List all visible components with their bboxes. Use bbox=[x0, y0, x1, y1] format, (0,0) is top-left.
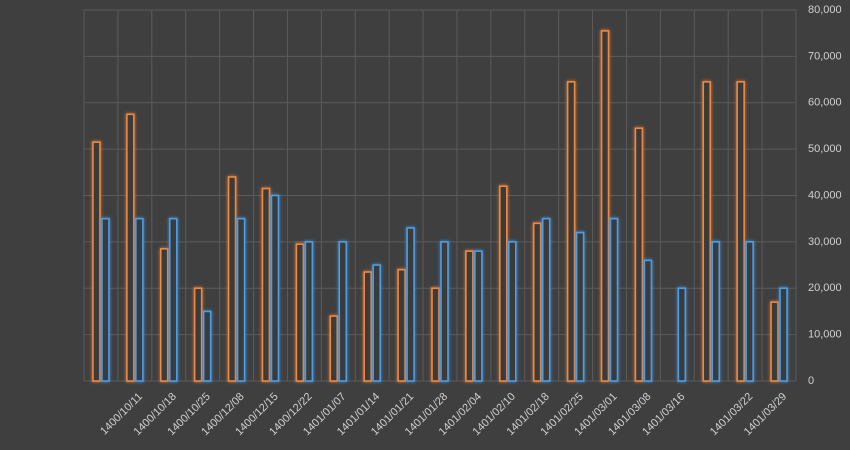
bar bbox=[372, 264, 381, 382]
bar bbox=[440, 241, 449, 382]
y-tick-label: 80,000 bbox=[808, 4, 842, 16]
bar bbox=[406, 227, 415, 382]
y-tick-label: 50,000 bbox=[808, 143, 842, 155]
bar bbox=[126, 113, 135, 382]
bar bbox=[338, 241, 348, 382]
bar bbox=[566, 81, 576, 382]
y-tick-label: 20,000 bbox=[808, 282, 842, 294]
bar bbox=[227, 176, 237, 382]
bar bbox=[770, 301, 779, 382]
bars bbox=[92, 30, 788, 382]
bar bbox=[702, 81, 712, 382]
bar bbox=[745, 241, 754, 382]
bar bbox=[363, 271, 372, 382]
bar bbox=[779, 287, 788, 382]
bar bbox=[304, 241, 314, 382]
bar bbox=[643, 259, 653, 382]
bar bbox=[677, 287, 687, 382]
bar bbox=[431, 287, 440, 382]
y-tick-label: 70,000 bbox=[808, 50, 842, 62]
bar bbox=[499, 185, 508, 382]
y-tick-label: 30,000 bbox=[808, 236, 842, 248]
bar bbox=[575, 231, 585, 382]
bar bbox=[92, 141, 101, 382]
y-tick-label: 40,000 bbox=[808, 189, 842, 201]
bar bbox=[541, 217, 551, 382]
bar bbox=[474, 250, 483, 382]
y-tick-label: 60,000 bbox=[808, 97, 842, 109]
bar bbox=[193, 287, 203, 382]
bar bbox=[236, 217, 246, 382]
bar bbox=[736, 81, 745, 382]
bar bbox=[135, 217, 144, 382]
bar bbox=[532, 222, 542, 382]
y-tick-label: 0 bbox=[808, 375, 814, 387]
bar bbox=[508, 241, 517, 382]
y-tick-label: 10,000 bbox=[808, 329, 842, 341]
bar bbox=[295, 243, 305, 382]
bar bbox=[397, 268, 406, 382]
bar bbox=[609, 217, 619, 382]
bar bbox=[600, 30, 610, 382]
bar bbox=[202, 310, 212, 382]
bar bbox=[711, 241, 721, 382]
bar bbox=[465, 250, 474, 382]
bar bbox=[634, 127, 644, 382]
grid bbox=[83, 9, 797, 382]
bar bbox=[261, 187, 271, 382]
bar bbox=[270, 194, 280, 382]
bar bbox=[101, 217, 110, 382]
bar bbox=[159, 248, 169, 382]
bar bbox=[168, 217, 178, 382]
bar bbox=[329, 315, 339, 382]
